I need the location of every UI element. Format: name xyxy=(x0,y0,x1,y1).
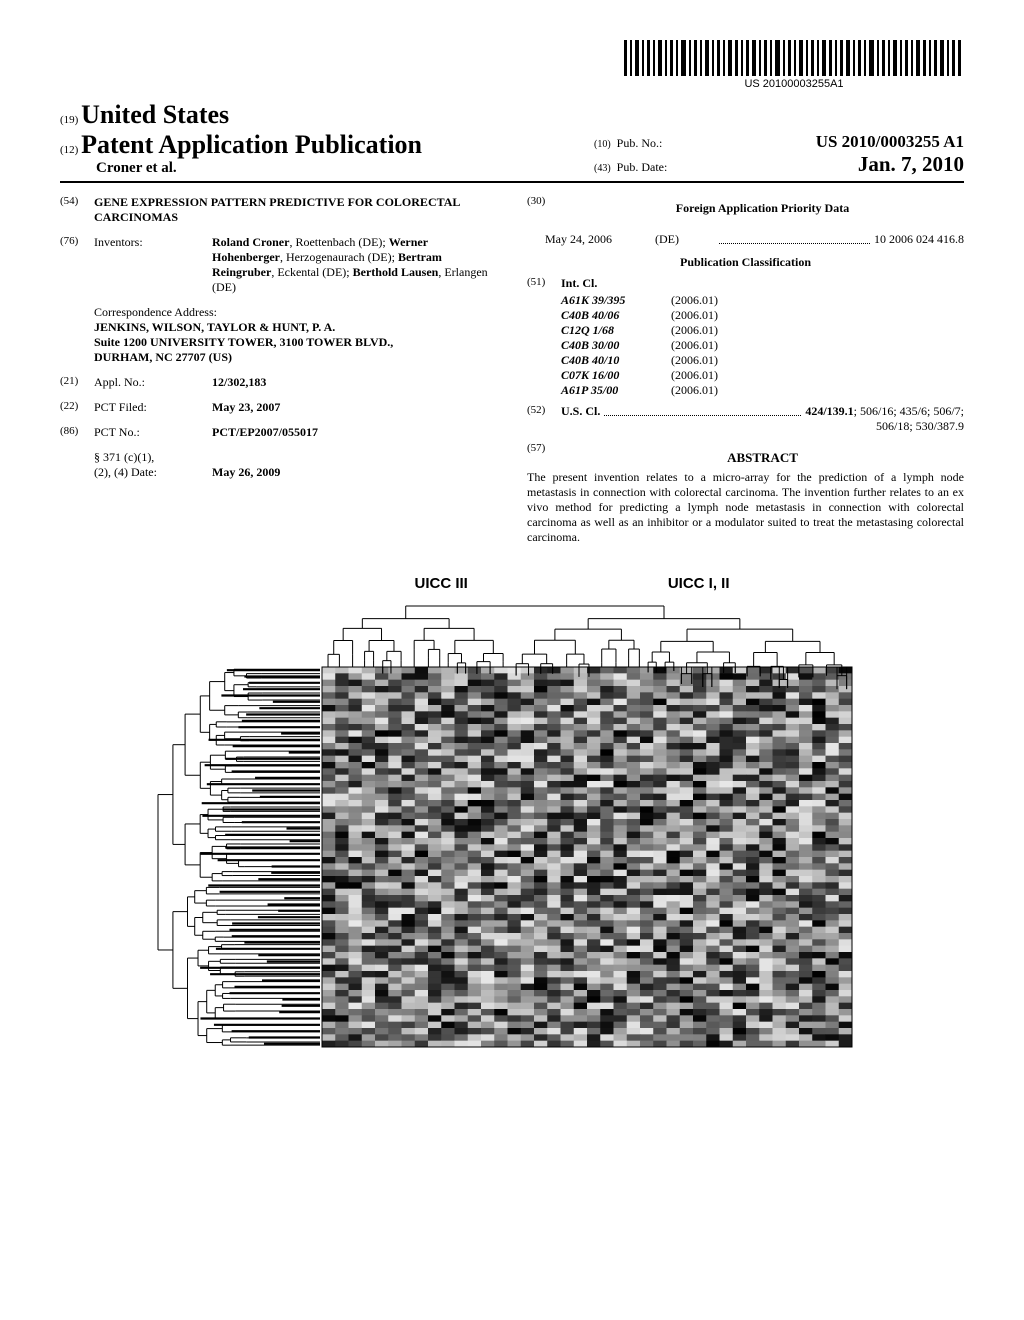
uscl-line2: 506/18; 530/387.9 xyxy=(527,419,964,434)
inventor-name: Berthold Lausen xyxy=(353,265,439,279)
intcl-cls: C40B 40/10 xyxy=(561,353,671,368)
foreign-country: (DE) xyxy=(655,232,715,247)
country-name: United States xyxy=(81,100,229,129)
s371-code xyxy=(60,450,94,480)
intcl-code: (51) xyxy=(527,276,561,291)
pub-date: Jan. 7, 2010 xyxy=(858,152,964,177)
dots xyxy=(604,404,801,416)
pct-no-label: PCT No.: xyxy=(94,425,212,440)
inventor-loc: Eckental (DE) xyxy=(277,265,346,279)
pub-no: US 2010/0003255 A1 xyxy=(816,132,964,152)
corr-line: JENKINS, WILSON, TAYLOR & HUNT, P. A. xyxy=(94,320,497,335)
uscl-code: (52) xyxy=(527,404,561,419)
uscl-main: 424/139.1 xyxy=(805,404,853,419)
pub-type-code: (12) xyxy=(60,144,78,156)
intcl-yr: (2006.01) xyxy=(671,383,718,398)
heatmap-wrap xyxy=(60,602,964,1052)
pub-no-code: (10) xyxy=(594,139,611,150)
intcl-cls: C40B 30/00 xyxy=(561,338,671,353)
inventors-code: (76) xyxy=(60,235,94,295)
figure-label-left: UICC III xyxy=(414,575,467,592)
corr-line: DURHAM, NC 27707 (US) xyxy=(94,350,497,365)
intcl-yr: (2006.01) xyxy=(671,368,718,383)
pct-filed: May 23, 2007 xyxy=(212,400,497,415)
foreign-title: Foreign Application Priority Data xyxy=(561,201,964,216)
barcode-region: US 20100003255A1 xyxy=(60,40,964,92)
barcode-svg xyxy=(624,40,964,76)
header-left: (19) United States (12) Patent Applicati… xyxy=(60,100,422,177)
pub-date-label: Pub. Date: xyxy=(617,160,668,175)
uscl-label: U.S. Cl. xyxy=(561,404,600,419)
title-code: (54) xyxy=(60,195,94,225)
intcl-yr: (2006.01) xyxy=(671,293,718,308)
corr-line: Suite 1200 UNIVERSITY TOWER, 3100 TOWER … xyxy=(94,335,497,350)
intcl-yr: (2006.01) xyxy=(671,323,718,338)
heatmap-svg xyxy=(152,602,872,1052)
pub-no-label: Pub. No.: xyxy=(617,136,663,151)
barcode: US 20100003255A1 xyxy=(624,40,964,90)
inventor-loc: Roettenbach (DE) xyxy=(295,235,382,249)
intcl-cls: C40B 40/06 xyxy=(561,308,671,323)
pub-type: Patent Application Publication xyxy=(81,130,422,159)
inventors-label: Inventors: xyxy=(94,235,212,295)
intcl-yr: (2006.01) xyxy=(671,308,718,323)
uscl-rest: ; 506/16; 435/6; 506/7; xyxy=(854,404,964,419)
abstract-title: ABSTRACT xyxy=(561,450,964,466)
appl-label: Appl. No.: xyxy=(94,375,212,390)
intcl-cls: A61K 39/395 xyxy=(561,293,671,308)
intcl-cls: C07K 16/00 xyxy=(561,368,671,383)
appl-no: 12/302,183 xyxy=(212,375,497,390)
pct-no-code: (86) xyxy=(60,425,94,440)
abstract-text: The present invention relates to a micro… xyxy=(527,470,964,545)
s371-label: § 371 (c)(1), (2), (4) Date: xyxy=(94,450,212,480)
header-row: (19) United States (12) Patent Applicati… xyxy=(60,100,964,183)
appl-code: (21) xyxy=(60,375,94,390)
header-authors: Croner et al. xyxy=(60,160,422,177)
intcl-yr: (2006.01) xyxy=(671,338,718,353)
intcl-label: Int. Cl. xyxy=(561,276,964,291)
figure-area: UICC III UICC I, II xyxy=(60,575,964,1052)
pct-filed-label: PCT Filed: xyxy=(94,400,212,415)
foreign-date: May 24, 2006 xyxy=(545,232,655,247)
pct-no: PCT/EP2007/055017 xyxy=(212,425,497,440)
barcode-text: US 20100003255A1 xyxy=(624,78,964,90)
inventor-loc: Herzogenaurach (DE) xyxy=(286,250,392,264)
s371-date: May 26, 2009 xyxy=(212,465,497,480)
pubclass-title: Publication Classification xyxy=(527,255,964,270)
abstract-code: (57) xyxy=(527,442,561,470)
bib-right-col: (30) Foreign Application Priority Data M… xyxy=(527,195,964,545)
bib-left-col: (54) GENE EXPRESSION PATTERN PREDICTIVE … xyxy=(60,195,497,545)
pct-filed-code: (22) xyxy=(60,400,94,415)
inventors-list: Roland Croner, Roettenbach (DE); Werner … xyxy=(212,235,497,295)
foreign-code: (30) xyxy=(527,195,561,222)
biblio: (54) GENE EXPRESSION PATTERN PREDICTIVE … xyxy=(60,195,964,545)
foreign-num: 10 2006 024 416.8 xyxy=(874,232,964,247)
figure-label-right: UICC I, II xyxy=(668,575,730,592)
intcl-cls: C12Q 1/68 xyxy=(561,323,671,338)
intcl-yr: (2006.01) xyxy=(671,353,718,368)
header-right: (10) Pub. No.: US 2010/0003255 A1 (43) P… xyxy=(594,132,964,177)
corr-label: Correspondence Address: xyxy=(94,305,497,320)
invention-title: GENE EXPRESSION PATTERN PREDICTIVE FOR C… xyxy=(94,195,497,225)
correspondence: Correspondence Address: JENKINS, WILSON,… xyxy=(94,305,497,365)
dots xyxy=(719,232,870,244)
inventor-name: Roland Croner xyxy=(212,235,289,249)
intcl-cls: A61P 35/00 xyxy=(561,383,671,398)
country-code: (19) xyxy=(60,114,78,126)
pub-date-code: (43) xyxy=(594,163,611,174)
